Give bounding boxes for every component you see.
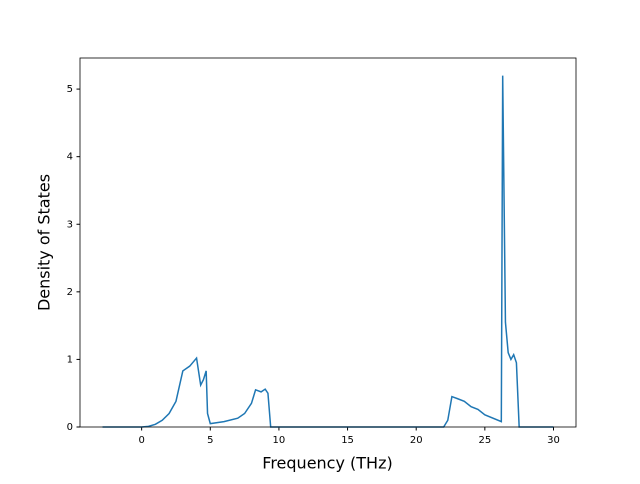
x-tick-label: 5 [207,435,213,446]
plot-frame [79,57,577,428]
x-tick-label: 10 [273,435,286,446]
x-tick-label: 30 [547,435,560,446]
y-tick-label: 2 [67,287,73,298]
y-tick-label: 0 [67,422,73,433]
y-tick-label: 1 [67,354,73,365]
x-tick-label: 20 [410,435,423,446]
y-axis-label: Density of States [35,174,54,311]
y-tick-label: 4 [67,152,73,163]
x-tick-label: 0 [138,435,144,446]
x-axis-label: Frequency (THz) [262,454,392,473]
data-line [102,75,554,428]
x-tick-label: 15 [341,435,354,446]
y-tick-label: 5 [67,84,73,95]
x-tick-label: 25 [478,435,491,446]
y-tick-label: 3 [67,219,73,230]
